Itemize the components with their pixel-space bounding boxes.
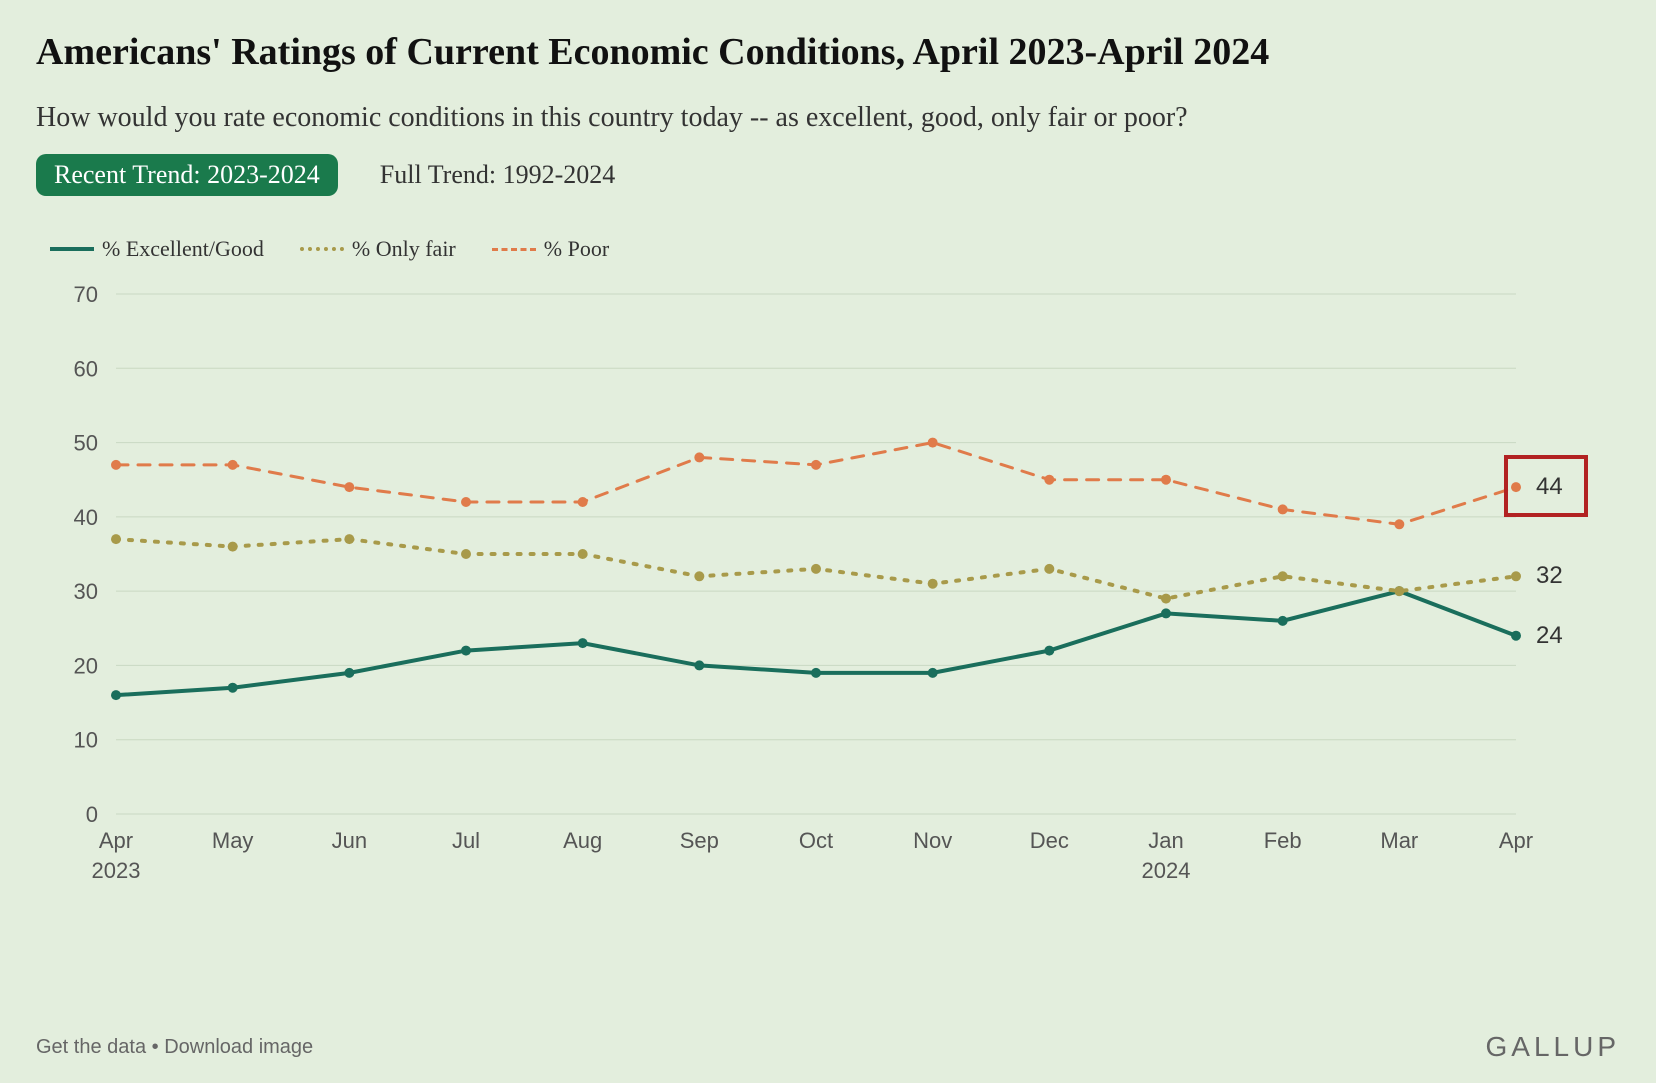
line-chart: 0 10 20 30 40 50 60 70 Apr 2023 May Jun Jul Aug Sep Oct…: [36, 274, 1616, 914]
svg-text:0: 0: [86, 802, 98, 827]
svg-text:10: 10: [74, 728, 98, 753]
chart-title: Americans' Ratings of Current Economic C…: [36, 30, 1620, 74]
svg-text:Oct: Oct: [799, 828, 833, 853]
legend-label: % Poor: [544, 236, 609, 262]
chart-legend: % Excellent/Good % Only fair % Poor: [50, 236, 1620, 262]
chart-subtitle: How would you rate economic conditions i…: [36, 102, 1620, 134]
svg-text:Jan: Jan: [1148, 828, 1183, 853]
svg-text:30: 30: [74, 579, 98, 604]
footer-sep: •: [146, 1036, 164, 1058]
svg-text:Apr: Apr: [99, 828, 133, 853]
svg-text:May: May: [212, 828, 254, 853]
legend-label: % Excellent/Good: [102, 236, 264, 262]
legend-swatch-dashed: [492, 248, 536, 251]
end-value-label: 24: [1536, 622, 1563, 650]
gallup-logo: GALLUP: [1486, 1031, 1621, 1063]
legend-item-only-fair: % Only fair: [300, 236, 456, 262]
tab-recent-trend[interactable]: Recent Trend: 2023-2024: [36, 154, 338, 196]
svg-text:Aug: Aug: [563, 828, 602, 853]
end-value-label: 32: [1536, 562, 1563, 590]
chart-svg: 0 10 20 30 40 50 60 70 Apr 2023 May Jun Jul Aug Sep Oct…: [36, 274, 1616, 914]
svg-text:60: 60: [74, 356, 98, 381]
download-image-link[interactable]: Download image: [164, 1036, 313, 1058]
chart-footer: Get the data • Download image: [36, 1036, 313, 1059]
svg-text:Sep: Sep: [680, 828, 719, 853]
svg-text:Apr: Apr: [1499, 828, 1533, 853]
svg-text:Dec: Dec: [1030, 828, 1069, 853]
trend-tabs: Recent Trend: 2023-2024 Full Trend: 1992…: [36, 154, 1620, 196]
legend-label: % Only fair: [352, 236, 456, 262]
svg-text:Feb: Feb: [1264, 828, 1302, 853]
legend-item-poor: % Poor: [492, 236, 609, 262]
svg-text:40: 40: [74, 505, 98, 530]
legend-swatch-solid: [50, 247, 94, 251]
svg-text:70: 70: [74, 282, 98, 307]
svg-text:Mar: Mar: [1380, 828, 1418, 853]
legend-swatch-dotted: [300, 247, 344, 251]
svg-text:50: 50: [74, 431, 98, 456]
svg-text:Nov: Nov: [913, 828, 952, 853]
svg-text:Jul: Jul: [452, 828, 480, 853]
highlight-annotation-box: [1504, 455, 1588, 517]
tab-full-trend[interactable]: Full Trend: 1992-2024: [362, 154, 634, 196]
legend-item-excellent-good: % Excellent/Good: [50, 236, 264, 262]
get-data-link[interactable]: Get the data: [36, 1036, 146, 1058]
svg-text:20: 20: [74, 653, 98, 678]
svg-text:Jun: Jun: [332, 828, 367, 853]
svg-text:2023: 2023: [92, 858, 141, 883]
svg-text:2024: 2024: [1142, 858, 1191, 883]
